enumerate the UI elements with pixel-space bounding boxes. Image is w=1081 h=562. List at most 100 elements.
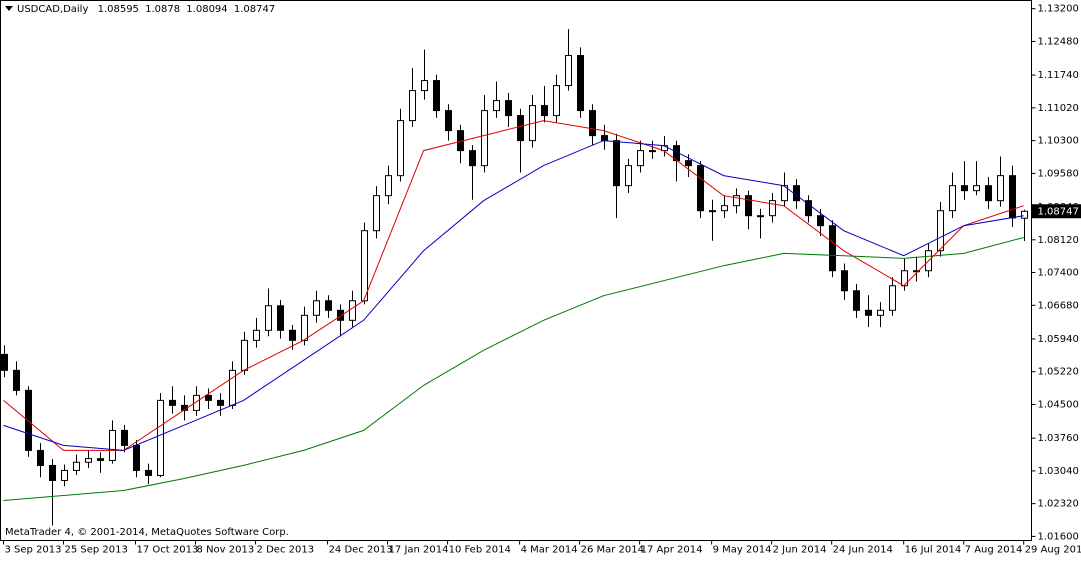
candle-body (218, 400, 224, 405)
candle-body (1010, 176, 1016, 218)
candle-body (686, 161, 692, 166)
candle-body (290, 330, 296, 340)
candle-body (938, 211, 944, 251)
x-tick-label: 2 Jun 2014 (773, 545, 827, 556)
x-tick-label: 9 May 2014 (713, 545, 772, 556)
candle-body (842, 271, 848, 291)
x-tick-label: 16 Jul 2014 (905, 545, 962, 556)
candle-body (650, 151, 656, 152)
header: USDCAD,Daily 1.08595 1.0878 1.08094 1.08… (17, 4, 275, 15)
close: 1.08747 (234, 4, 275, 15)
x-tick-label: 24 Dec 2013 (329, 545, 393, 556)
x-tick-label: 2 Dec 2013 (257, 545, 315, 556)
candle-body (242, 340, 248, 370)
candle-body (170, 400, 176, 405)
candle-body (278, 306, 284, 331)
candle-body (854, 291, 860, 311)
y-tick-label: 1.02320 (1038, 499, 1079, 510)
candle-body (26, 390, 32, 450)
x-tick-label: 10 Feb 2014 (449, 545, 511, 556)
low: 1.08094 (186, 4, 227, 15)
candle-body (266, 306, 272, 331)
candle-body (770, 201, 776, 216)
y-tick-label: 1.09580 (1038, 168, 1079, 179)
candle-body (986, 186, 992, 201)
candle-body (578, 56, 584, 111)
y-tick-label: 1.12480 (1038, 36, 1079, 47)
candle-body (626, 166, 632, 186)
candle-body (314, 301, 320, 316)
candle-body (494, 101, 500, 111)
x-tick-label: 26 Mar 2014 (581, 545, 644, 556)
x-tick-label: 25 Sep 2013 (65, 545, 128, 556)
candle-body (830, 226, 836, 271)
y-tick-label: 1.11020 (1038, 103, 1079, 114)
candle-body (86, 459, 92, 463)
candle-body (962, 186, 968, 191)
candle-body (554, 86, 560, 116)
y-tick-label: 1.08120 (1038, 235, 1079, 246)
candle-body (62, 470, 68, 480)
candle-body (374, 196, 380, 231)
x-tick-label: 4 Mar 2014 (521, 545, 578, 556)
high: 1.0878 (145, 4, 180, 15)
candle-body (698, 166, 704, 211)
y-tick-label: 1.04500 (1038, 399, 1079, 410)
candle-body (818, 216, 824, 226)
candle-body (158, 400, 164, 475)
y-tick-label: 1.06680 (1038, 300, 1079, 311)
candle-body (710, 211, 716, 212)
y-tick-label: 1.01600 (1038, 531, 1079, 542)
candle-body (482, 111, 488, 166)
candle-body (878, 310, 884, 315)
candle-body (254, 330, 260, 340)
candle-body (326, 301, 332, 311)
candle-body (386, 176, 392, 196)
candle-body (758, 216, 764, 217)
candle-body (602, 136, 608, 141)
y-tick-label: 1.10300 (1038, 136, 1079, 147)
open: 1.08595 (98, 4, 139, 15)
candle-body (302, 315, 308, 340)
candle-body (950, 186, 956, 211)
candle-body (338, 310, 344, 320)
candle-body (542, 106, 548, 116)
x-tick-label: 24 Jun 2014 (833, 545, 893, 556)
candle-body (590, 111, 596, 136)
candle-body (866, 310, 872, 315)
x-tick-label: 17 Jan 2014 (389, 545, 449, 556)
footer: MetaTrader 4, © 2001-2014, MetaQuotes So… (5, 527, 289, 538)
x-tick-label: 17 Oct 2013 (137, 545, 199, 556)
candle-body (410, 91, 416, 121)
candle-body (518, 116, 524, 141)
y-tick-label: 1.11740 (1038, 70, 1079, 81)
x-tick-label: 8 Nov 2013 (197, 545, 255, 556)
candle-body (722, 206, 728, 211)
y-tick-label: 1.03760 (1038, 433, 1079, 444)
candle-body (566, 56, 572, 86)
price-label: 1.08747 (1038, 206, 1079, 217)
candle-body (614, 141, 620, 186)
candle-body (122, 430, 128, 445)
candle-body (38, 450, 44, 465)
candle-body (98, 459, 104, 461)
y-tick-label: 1.05220 (1038, 367, 1079, 378)
x-tick-label: 7 Aug 2014 (965, 545, 1023, 556)
candle-body (206, 395, 212, 400)
candle-body (998, 176, 1004, 201)
candle-body (230, 370, 236, 405)
candle-body (890, 286, 896, 311)
candle-body (2, 354, 8, 370)
y-tick-label: 1.07400 (1038, 268, 1079, 279)
symbol: USDCAD,Daily (17, 4, 88, 15)
candle-body (746, 196, 752, 216)
y-tick-label: 1.03040 (1038, 466, 1079, 477)
candle-body (14, 370, 20, 390)
y-tick-label: 1.13200 (1038, 4, 1079, 15)
candle-body (638, 151, 644, 166)
candle-body (350, 301, 356, 321)
y-tick-label: 1.05940 (1038, 334, 1079, 345)
candle-body (446, 111, 452, 131)
